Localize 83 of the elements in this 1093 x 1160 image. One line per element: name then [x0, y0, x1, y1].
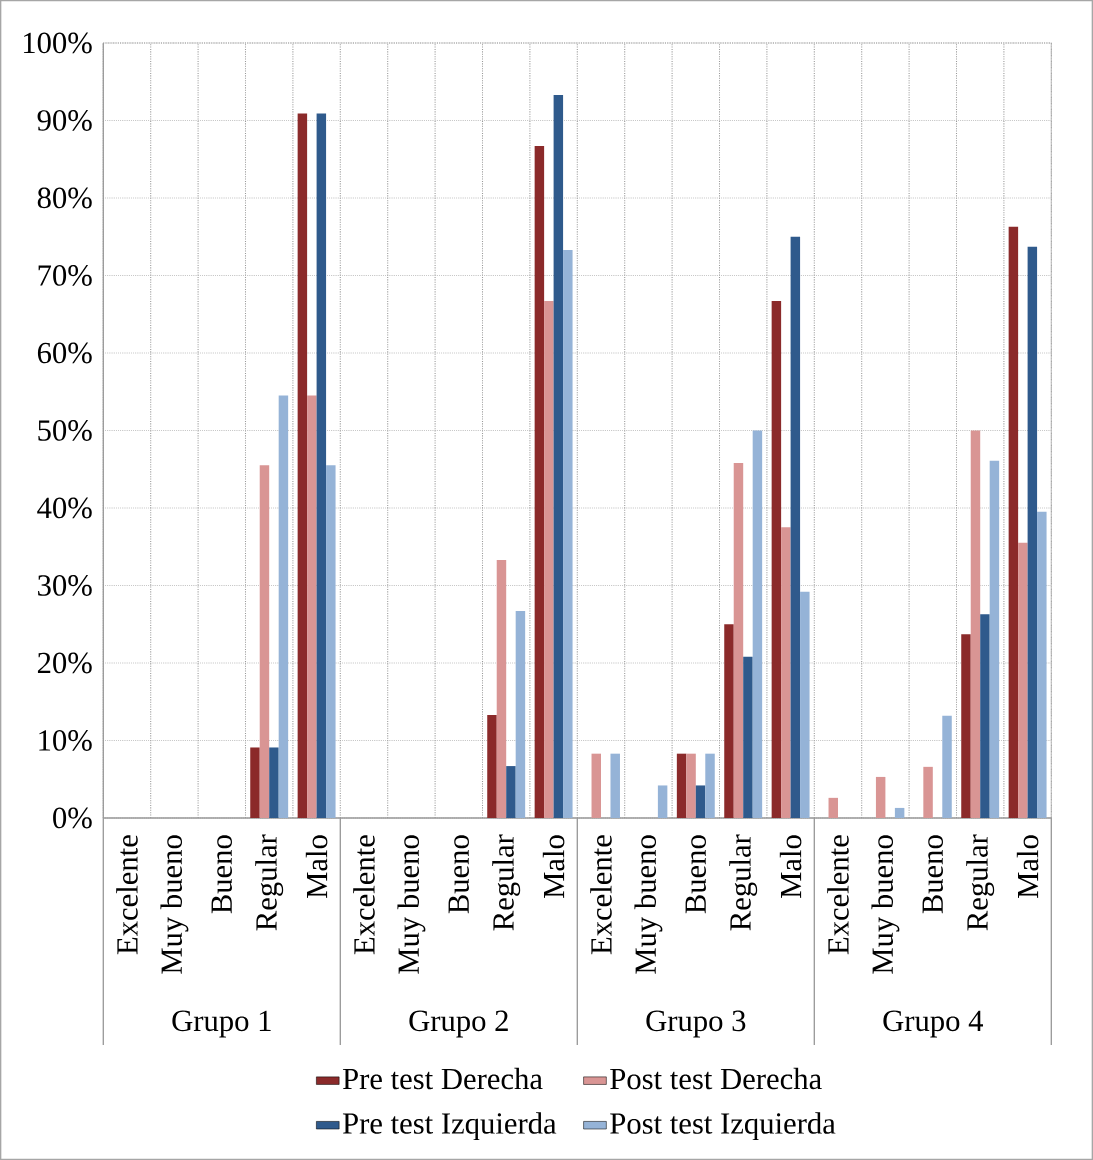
bar — [506, 766, 516, 818]
x-tick-label: Muy bueno — [871, 835, 900, 974]
bar — [790, 236, 801, 818]
x-tick-label: Muy bueno — [397, 835, 426, 974]
bar — [875, 776, 886, 818]
legend-label: Post test Izquierda — [610, 1112, 836, 1141]
x-tick-label: Bueno — [922, 835, 943, 914]
bar — [989, 460, 1000, 818]
y-tick-label: 90% — [37, 110, 92, 131]
bar — [316, 113, 327, 818]
bar — [724, 624, 734, 818]
bar — [752, 430, 763, 818]
x-tick-label: Bueno — [685, 835, 706, 914]
y-tick-label: 70% — [38, 265, 92, 286]
bar — [563, 249, 573, 818]
bar — [980, 614, 990, 818]
bar — [307, 395, 317, 818]
bar — [326, 465, 336, 818]
x-tick-label: Excelente — [827, 835, 849, 955]
y-tick-label: 60% — [37, 342, 92, 364]
bar — [743, 656, 753, 818]
x-tick-label: Muy bueno — [634, 835, 663, 974]
y-tick-label: 100% — [23, 32, 92, 54]
x-tick-label: Malo — [1016, 835, 1039, 899]
x-tick-label: Malo — [305, 835, 328, 899]
y-tick-label: 10% — [39, 730, 92, 751]
legend-label: Post test Derecha — [610, 1067, 822, 1090]
bar — [591, 753, 601, 818]
bar — [487, 714, 497, 818]
bar — [515, 611, 526, 818]
y-tick-label: 0% — [53, 807, 92, 829]
bar — [800, 591, 810, 818]
x-tick-label: Excelente — [353, 835, 375, 955]
text: Grupo 3 — [646, 1010, 746, 1038]
bar — [686, 753, 696, 818]
bar — [1027, 246, 1038, 818]
bar — [970, 430, 981, 818]
legend-label: Pre test Derecha — [342, 1067, 543, 1090]
bar — [894, 807, 905, 818]
text: Grupo 4 — [883, 1010, 984, 1038]
text: Grupo 1 — [172, 1010, 271, 1038]
bar — [1018, 542, 1028, 818]
bar — [657, 785, 668, 818]
bar — [534, 146, 545, 818]
x-tick-label: Muy bueno — [160, 835, 189, 974]
bar — [259, 465, 270, 818]
y-tick-label: 30% — [38, 575, 92, 596]
bar — [828, 797, 838, 818]
bar — [1008, 226, 1019, 818]
bar — [250, 747, 260, 818]
bar — [733, 463, 744, 818]
x-tick-label: Regular — [966, 834, 995, 931]
legend-label: Pre test Izquierda — [342, 1112, 557, 1141]
bar — [297, 113, 308, 818]
x-tick-label: Malo — [779, 835, 802, 899]
x-tick-label: Excelente — [590, 835, 612, 955]
bar — [553, 94, 564, 818]
bar — [942, 715, 952, 818]
bar — [705, 753, 715, 818]
x-tick-label: Regular — [255, 834, 284, 931]
bar — [923, 766, 933, 818]
x-tick-label: Regular — [729, 834, 758, 931]
bar — [781, 527, 791, 818]
bar — [771, 301, 782, 818]
bar — [496, 559, 507, 818]
bar — [544, 301, 554, 818]
y-tick-label: 40% — [37, 497, 92, 519]
bar — [269, 747, 279, 818]
y-tick-label: 50% — [38, 420, 92, 441]
bar — [278, 395, 289, 818]
y-tick-label: 80% — [37, 187, 92, 209]
x-tick-label: Bueno — [448, 835, 469, 914]
y-tick-label: 20% — [37, 652, 92, 674]
text: Grupo 2 — [409, 1010, 508, 1038]
x-tick-label: Malo — [542, 835, 565, 899]
bar — [610, 753, 620, 818]
x-tick-label: Bueno — [211, 835, 232, 914]
bar — [695, 785, 706, 818]
bar — [961, 634, 971, 818]
x-tick-label: Regular — [492, 834, 521, 931]
x-tick-label: Excelente — [116, 835, 138, 955]
bar — [676, 753, 687, 818]
bar — [1037, 511, 1047, 818]
